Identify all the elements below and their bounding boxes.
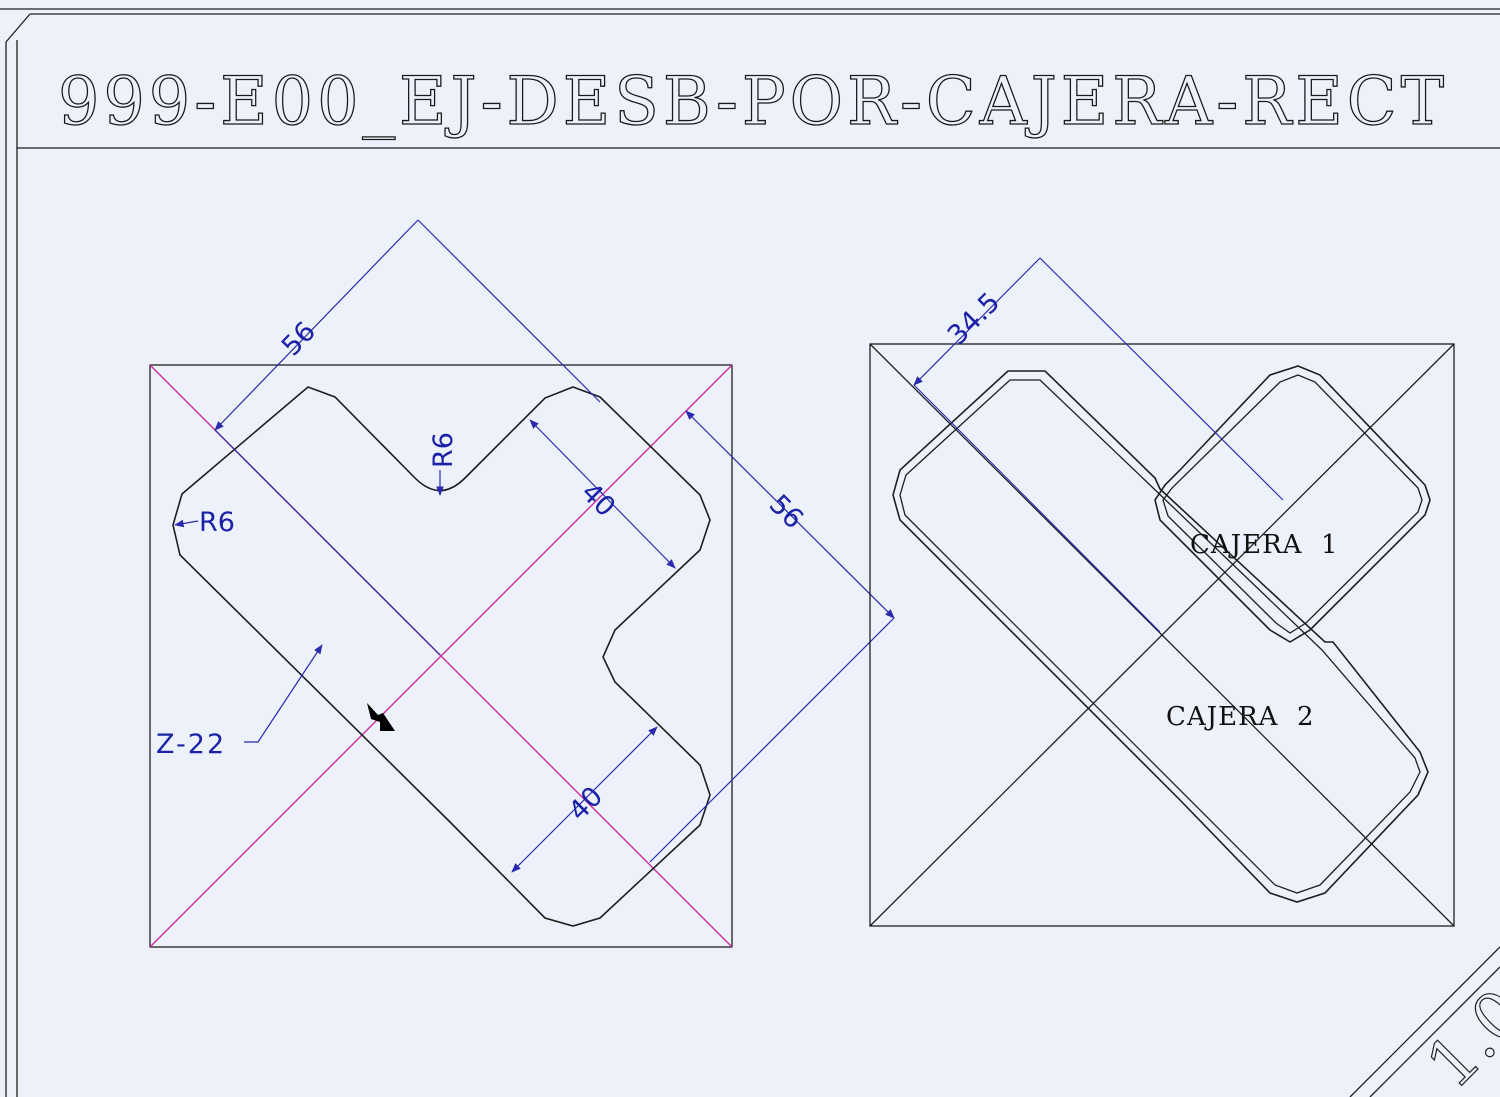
dim-40-lower-label: 40 [563,781,609,827]
radius-r6-left: R6 [174,507,235,538]
stock-square-right [869,343,1455,927]
sheet-frame [0,8,1500,1097]
dimension-56-top: 56 [214,219,601,656]
corner-scale-label: 1.0 [1412,975,1500,1097]
pocket-cajera-1[interactable] [1154,365,1431,643]
cursor-pointer-icon [367,703,395,731]
corner-annotation: 1.0 [1349,946,1500,1097]
dim-40-upper-label: 40 [575,477,621,523]
pocket-1-label: CAJERA 1 [1190,530,1339,560]
depth-z22-label: Z-22 [156,729,226,760]
right-diagonal-2 [869,343,1455,927]
right-view[interactable]: 34.5 CAJERA 1 CAJERA 2 [869,257,1455,927]
radius-r6-left-label: R6 [199,507,235,538]
dim-56-top-label: 56 [276,316,322,362]
radius-r6-top-label: R6 [428,432,459,468]
dimension-56-right: 56 [649,410,895,863]
dim-56-right-label: 56 [763,489,809,535]
dim-34-5-label: 34.5 [942,287,1006,351]
depth-leader-z22: Z-22 [156,644,323,760]
pocket-cajera-2[interactable] [892,370,1429,903]
stock-square-left [149,364,733,948]
drawing-title: 999-E00_EJ-DESB-POR-CAJERA-RECT [58,63,1448,140]
pocket-2-label: CAJERA 2 [1166,702,1315,732]
radius-r6-top: R6 [428,432,459,496]
left-view[interactable]: 56 56 40 40 R6 R6 Z [149,219,895,948]
